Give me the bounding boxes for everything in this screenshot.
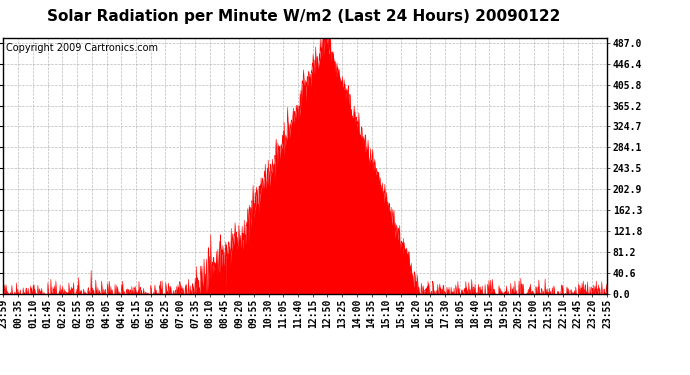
- Text: Copyright 2009 Cartronics.com: Copyright 2009 Cartronics.com: [6, 43, 159, 52]
- Text: Solar Radiation per Minute W/m2 (Last 24 Hours) 20090122: Solar Radiation per Minute W/m2 (Last 24…: [47, 9, 560, 24]
